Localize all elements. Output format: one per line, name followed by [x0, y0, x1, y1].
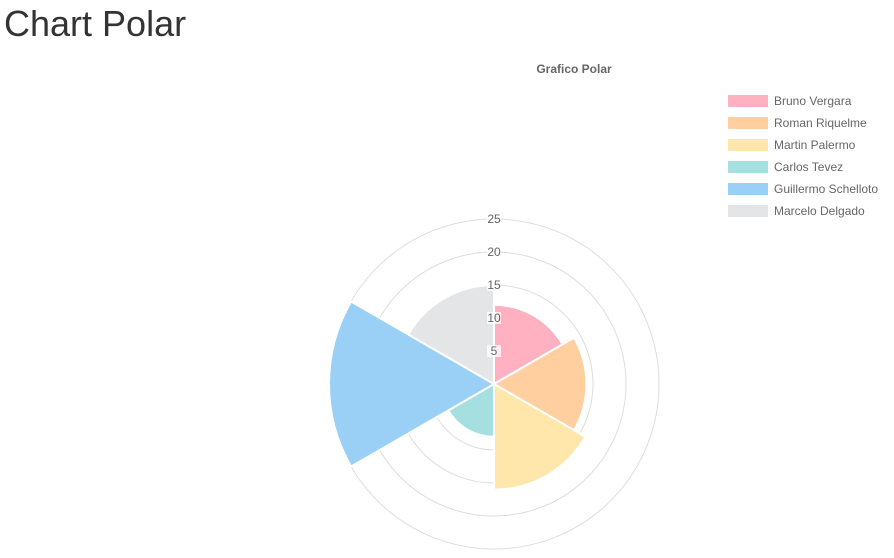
legend-label[interactable]: Martin Palermo [774, 138, 856, 152]
chart-title: Grafico Polar [536, 62, 612, 76]
polar-slice[interactable] [446, 382, 495, 438]
tick-label-backdrop [487, 312, 501, 324]
legend: Bruno Vergara Roman Riquelme Martin Palerm… [728, 94, 878, 218]
legend-label[interactable]: Bruno Vergara [774, 94, 852, 108]
legend-label[interactable]: Carlos Tevez [774, 160, 843, 174]
radial-ticks: 5 10 15 20 25 [487, 212, 501, 358]
legend-label[interactable]: Roman Riquelme [774, 116, 867, 130]
tick-label-backdrop [487, 246, 501, 258]
tick-label: 5 [491, 344, 498, 358]
polar-slice[interactable] [493, 382, 587, 491]
polar-slice[interactable] [328, 300, 496, 468]
tick-label: 10 [487, 311, 501, 325]
legend-swatch[interactable] [728, 139, 768, 151]
legend-swatch[interactable] [728, 95, 768, 107]
tick-label-backdrop [487, 345, 501, 357]
legend-swatch[interactable] [728, 205, 768, 217]
page-title: Chart Polar [4, 3, 187, 44]
legend-swatch[interactable] [728, 161, 768, 173]
legend-label[interactable]: Marcelo Delgado [774, 204, 865, 218]
polar-slice[interactable] [492, 336, 588, 432]
tick-label: 20 [487, 245, 501, 259]
legend-swatch[interactable] [728, 117, 768, 129]
tick-label: 15 [487, 278, 501, 292]
legend-label[interactable]: Guillermo Schelloto [774, 182, 878, 196]
tick-label: 25 [487, 212, 501, 226]
legend-swatch[interactable] [728, 183, 768, 195]
tick-label-backdrop [487, 213, 501, 225]
slices [328, 283, 588, 491]
polar-slice[interactable] [493, 303, 564, 386]
tick-label-backdrop [487, 279, 501, 291]
